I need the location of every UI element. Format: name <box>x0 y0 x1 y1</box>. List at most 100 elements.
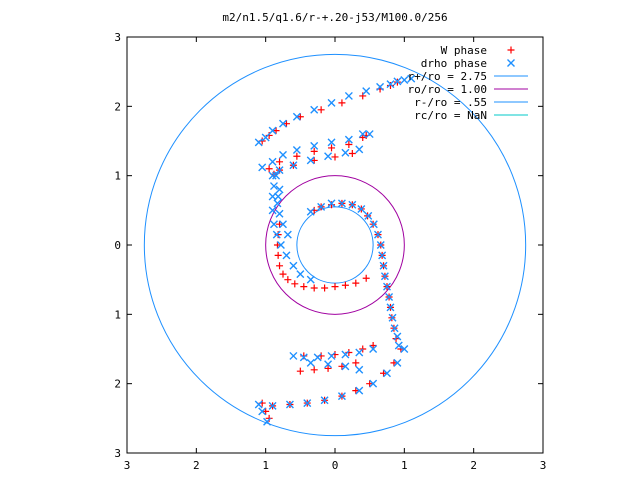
data-point <box>268 157 277 166</box>
data-point <box>393 358 402 367</box>
y-tick-label: 2 <box>114 378 121 391</box>
y-tick-label: 1 <box>114 170 121 183</box>
data-point <box>272 171 281 180</box>
data-point <box>352 359 360 367</box>
data-point <box>258 163 267 172</box>
data-point <box>310 284 318 292</box>
data-point <box>275 185 284 194</box>
data-point <box>276 262 284 270</box>
chart-title: m2/n1.5/q1.6/r-+.20-j53/M100.0/256 <box>222 11 447 24</box>
data-point <box>262 407 270 415</box>
data-point <box>279 119 287 128</box>
data-point <box>317 106 325 114</box>
data-point <box>341 148 350 157</box>
data-point <box>393 77 402 86</box>
data-point <box>300 283 308 291</box>
data-point <box>328 144 336 152</box>
data-point <box>296 270 305 279</box>
x-tick-label: 0 <box>332 459 339 472</box>
data-point <box>310 156 318 164</box>
data-point <box>274 192 283 201</box>
data-point <box>355 348 364 357</box>
data-point <box>376 241 385 249</box>
data-point <box>327 199 336 208</box>
data-point <box>327 138 336 147</box>
data-point <box>289 261 298 270</box>
data-point <box>394 341 403 350</box>
data-point <box>369 342 377 350</box>
data-point <box>296 367 304 375</box>
data-point <box>276 158 284 166</box>
data-point <box>348 200 357 209</box>
data-point <box>355 145 364 154</box>
legend-label: ro/ro = 1.00 <box>408 83 487 96</box>
x-tick-label: 3 <box>124 459 131 472</box>
data-point <box>341 350 350 359</box>
data-point <box>293 152 301 160</box>
data-point <box>380 369 388 377</box>
data-point <box>275 166 284 175</box>
data-point <box>390 324 399 333</box>
data-point <box>393 332 402 341</box>
data-point <box>383 369 391 378</box>
y-tick-label: 0 <box>114 239 121 252</box>
data-point <box>373 230 382 239</box>
data-point <box>317 202 326 211</box>
data-point <box>310 366 318 374</box>
data-point <box>254 400 263 409</box>
data-point <box>327 98 336 107</box>
data-point <box>291 280 299 288</box>
data-marks <box>254 74 416 426</box>
data-point <box>265 165 273 173</box>
data-point <box>337 392 346 401</box>
data-point <box>337 199 346 208</box>
data-point <box>310 147 318 155</box>
data-point <box>364 211 373 220</box>
legend-label: rc/ro = NaN <box>414 109 487 122</box>
data-point <box>282 251 291 260</box>
data-point <box>272 127 280 135</box>
data-point <box>320 396 329 405</box>
data-point <box>386 82 394 90</box>
series-0 <box>258 78 405 422</box>
data-point <box>306 207 315 216</box>
data-point <box>279 220 287 229</box>
data-point <box>358 130 367 139</box>
data-point <box>366 380 374 388</box>
data-point <box>306 156 315 165</box>
data-point <box>268 401 277 410</box>
reference-circle <box>265 175 405 315</box>
data-point <box>344 91 353 100</box>
data-point <box>310 141 319 150</box>
data-point <box>369 220 378 229</box>
data-point <box>331 283 339 291</box>
y-tick-label: 3 <box>114 31 121 44</box>
x-tick-label: 2 <box>193 459 200 472</box>
data-point <box>306 275 315 284</box>
reference-circle <box>143 53 527 437</box>
reference-circle <box>296 206 374 284</box>
data-point <box>338 99 346 107</box>
data-point <box>327 351 336 360</box>
data-point <box>369 379 378 388</box>
data-point <box>352 279 360 287</box>
data-point <box>263 417 272 426</box>
data-point <box>258 407 267 416</box>
series-1 <box>254 74 416 426</box>
data-point <box>269 182 278 191</box>
data-point <box>407 74 416 83</box>
data-point <box>296 113 304 121</box>
y-tick-label: 2 <box>114 100 121 113</box>
legend-label: r-/ro = .55 <box>414 96 487 109</box>
data-point <box>385 293 394 301</box>
data-point <box>289 351 298 360</box>
data-point <box>289 161 298 170</box>
data-point <box>355 386 364 395</box>
x-tick-label: 3 <box>540 459 547 472</box>
data-point <box>338 362 346 370</box>
data-point <box>283 230 292 239</box>
data-point <box>274 231 282 239</box>
x-tick-label: 1 <box>262 459 269 472</box>
